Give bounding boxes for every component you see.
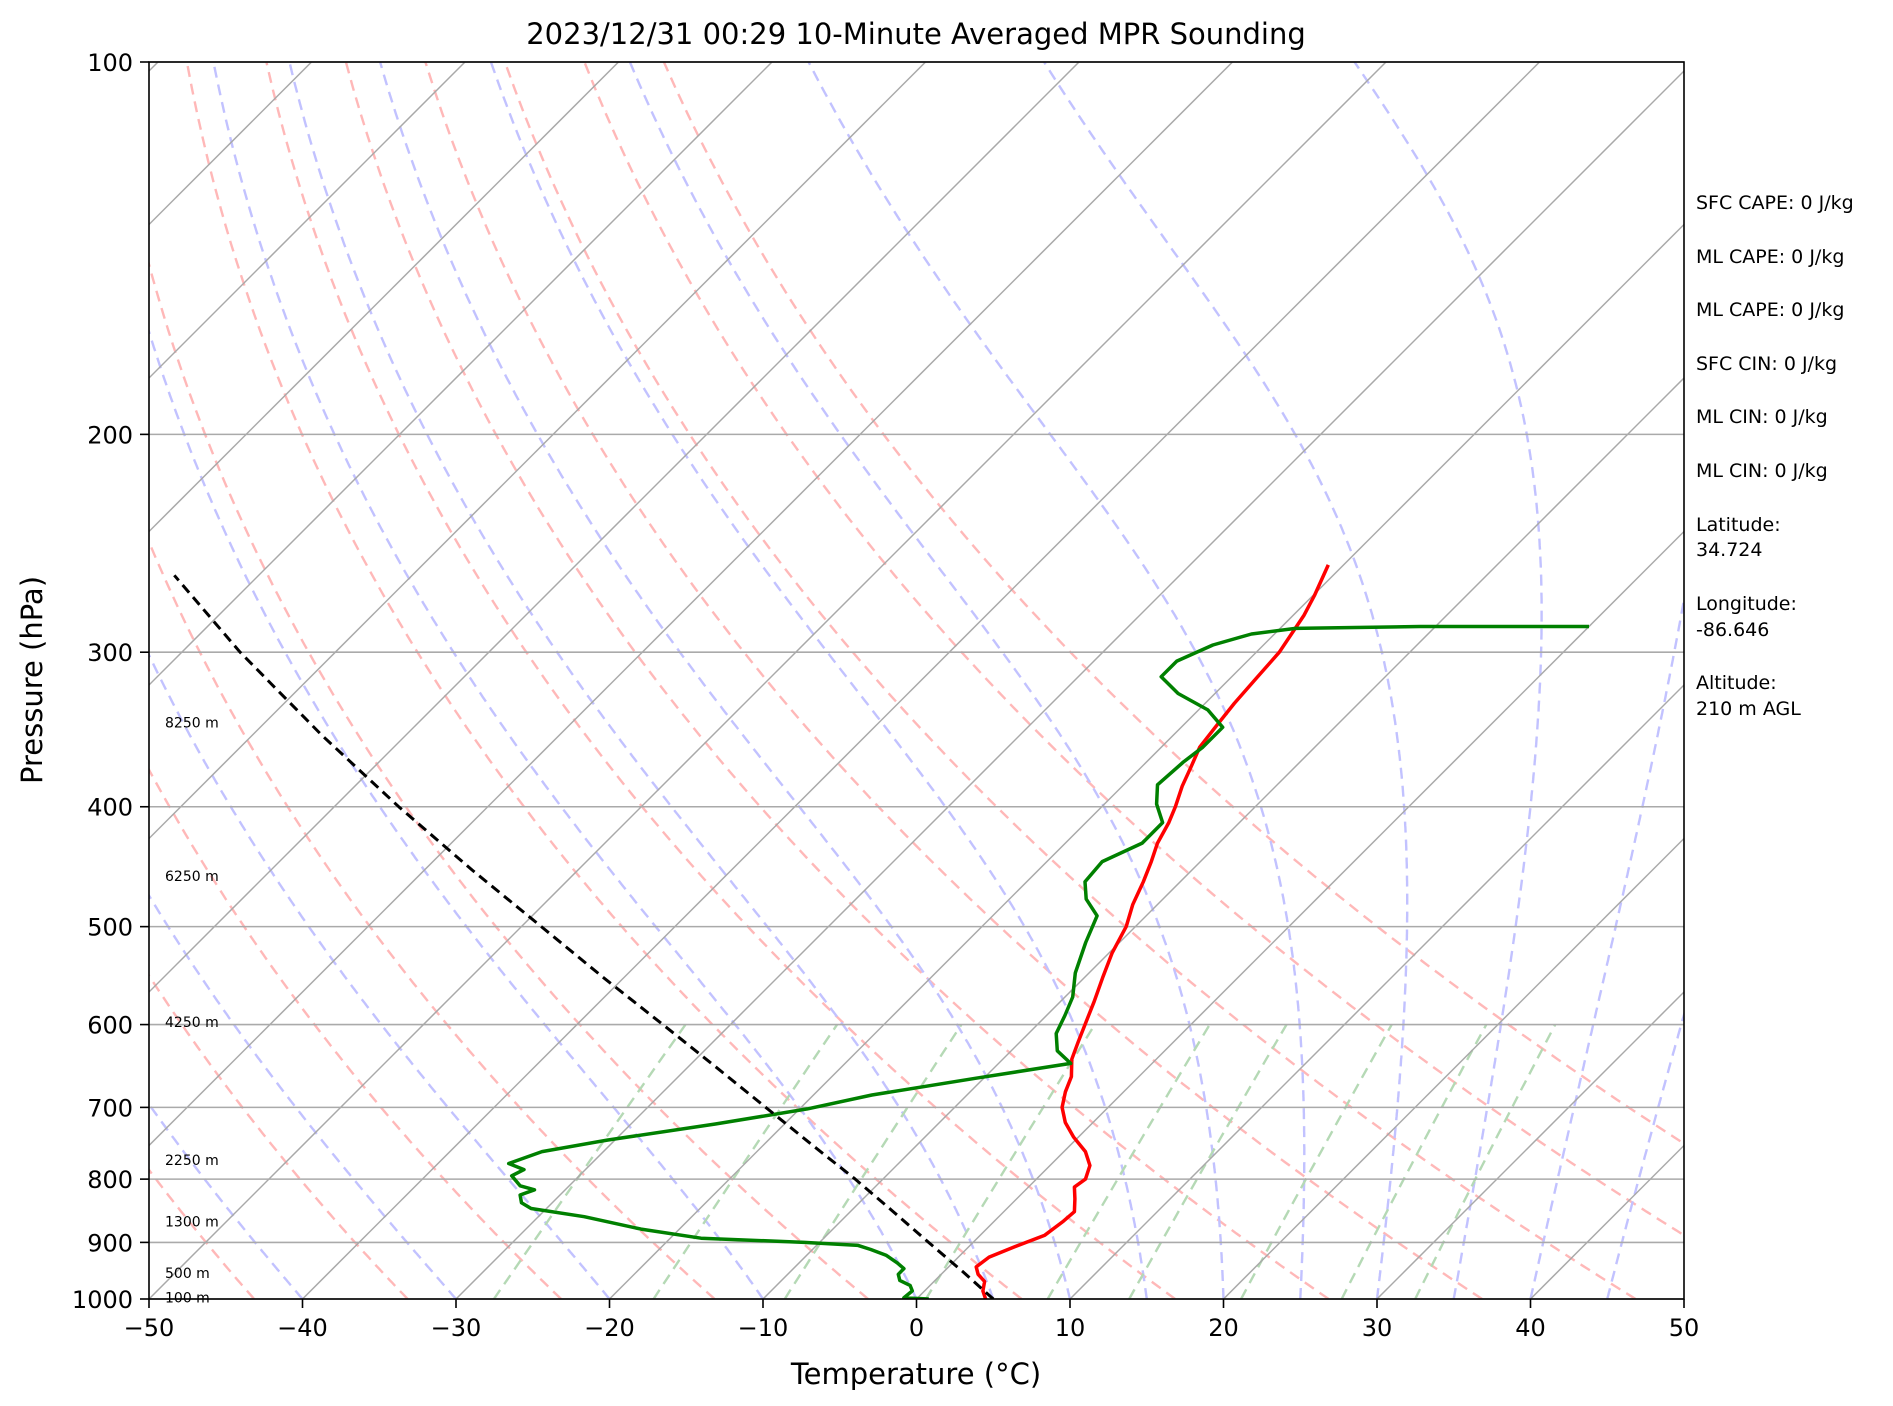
isotherm-line <box>608 223 1684 1299</box>
info-panel: SFC CAPE: 0 J/kg ML CAPE: 0 J/kg ML CAPE… <box>1696 192 1854 720</box>
y-tick-label: 200 <box>87 421 133 449</box>
height-label: 2250 m <box>165 1153 219 1169</box>
x-tick-label: −20 <box>584 1314 635 1342</box>
moist-adiabat <box>149 1102 304 1299</box>
y-tick-label: 400 <box>87 794 133 822</box>
ml-cape-text: ML CAPE: 0 J/kg <box>1696 246 1844 268</box>
moist-adiabat <box>378 62 1072 1299</box>
isotherm-line <box>1069 683 1684 1299</box>
mixing-ratio-line <box>652 1023 839 1299</box>
x-tick-label: −10 <box>738 1314 789 1342</box>
moist-adiabat <box>212 62 918 1299</box>
dry-adiabat <box>185 62 1023 1299</box>
moist-adiabat <box>149 652 611 1299</box>
moist-adiabat <box>288 62 995 1299</box>
ml-cape-text-2: ML CAPE: 0 J/kg <box>1696 299 1844 321</box>
dry-adiabat <box>662 62 1684 1146</box>
y-tick-label: 700 <box>87 1094 133 1122</box>
y-tick-label: 100 <box>87 49 133 77</box>
y-tick-label: 500 <box>87 914 133 942</box>
isotherm-line <box>149 62 773 687</box>
longitude-value: -86.646 <box>1696 619 1769 641</box>
mixing-ratio-line <box>924 1023 1096 1299</box>
parcel-path-line <box>173 574 995 1299</box>
moist-adiabat <box>1529 592 1684 1299</box>
x-tick-label: −30 <box>431 1314 482 1342</box>
moist-adiabat <box>1606 1010 1684 1299</box>
y-tick-label: 300 <box>87 639 133 667</box>
isotherm-line <box>149 62 927 840</box>
x-tick-label: 50 <box>1669 1314 1700 1342</box>
mixing-ratio-line <box>1046 1023 1211 1299</box>
ml-cin-text: ML CIN: 0 J/kg <box>1696 406 1828 428</box>
sfc-cape-text: SFC CAPE: 0 J/kg <box>1696 192 1854 214</box>
dry-adiabat <box>149 259 869 1299</box>
isotherm-line <box>301 62 1541 1299</box>
x-tick-label: −50 <box>124 1314 175 1342</box>
height-label: 8250 m <box>165 716 219 732</box>
chart-title: 2023/12/31 00:29 10-Minute Averaged MPR … <box>526 17 1306 51</box>
isotherm-line <box>1376 990 1684 1299</box>
x-axis: −50 −40 −30 −20 −10 0 10 20 30 40 50 <box>124 1299 1700 1342</box>
mixing-ratio-line <box>1128 1023 1288 1299</box>
isotherm-line <box>915 530 1684 1299</box>
mixing-ratio-line <box>783 1023 963 1299</box>
isotherm-line <box>149 62 466 380</box>
height-label: 100 m <box>165 1290 210 1306</box>
y-tick-label: 800 <box>87 1166 133 1194</box>
moist-adiabat <box>628 62 1225 1299</box>
dewpoint-line <box>506 624 1589 1299</box>
x-tick-label: 0 <box>909 1314 924 1342</box>
y-tick-label: 600 <box>87 1012 133 1040</box>
dry-adiabat <box>149 538 716 1299</box>
moist-adiabat <box>1353 62 1543 1299</box>
isotherm-line <box>149 62 620 533</box>
dry-adiabat <box>503 62 1637 1299</box>
y-axis: 100 200 300 400 500 600 700 800 900 1000 <box>72 49 149 1314</box>
isotherm-line <box>455 69 1684 1299</box>
dry-adiabat <box>424 62 1483 1299</box>
height-label: 500 m <box>165 1266 210 1282</box>
moist-adiabat <box>807 62 1306 1299</box>
isotherm-line <box>1222 837 1684 1299</box>
dry-adiabat <box>344 62 1330 1299</box>
background-lines <box>149 62 1684 1299</box>
moist-adiabat <box>149 893 457 1299</box>
isotherm-line <box>762 376 1684 1299</box>
x-tick-label: −40 <box>277 1314 328 1342</box>
height-labels: 100 m 500 m 1300 m 2250 m 4250 m 6250 m 8250 m <box>165 716 219 1307</box>
temperature-line <box>974 564 1330 1299</box>
isotherm-line <box>149 62 1387 1299</box>
altitude-value: 210 m AGL <box>1696 698 1801 720</box>
height-label: 1300 m <box>165 1215 219 1231</box>
longitude-label: Longitude: <box>1696 593 1797 615</box>
altitude-label: Altitude: <box>1696 672 1777 694</box>
moist-adiabat <box>149 327 765 1299</box>
pressure-gridlines <box>149 61 1684 1300</box>
ml-cin-text-2: ML CIN: 0 J/kg <box>1696 460 1828 482</box>
dry-adiabat <box>149 973 409 1299</box>
y-tick-label: 900 <box>87 1229 133 1257</box>
x-tick-label: 30 <box>1362 1314 1393 1342</box>
y-tick-label: 1000 <box>72 1286 133 1314</box>
x-axis-title: Temperature (°C) <box>790 1357 1041 1391</box>
sounding-lines <box>173 564 1589 1299</box>
x-tick-label: 10 <box>1055 1314 1086 1342</box>
x-tick-label: 20 <box>1208 1314 1239 1342</box>
latitude-label: Latitude: <box>1696 514 1781 536</box>
dry-adiabat <box>149 1167 256 1299</box>
y-axis-title: Pressure (hPa) <box>15 576 49 784</box>
height-label: 6250 m <box>165 869 219 885</box>
dry-adiabat <box>265 62 1176 1299</box>
height-label: 4250 m <box>165 1015 219 1031</box>
latitude-value: 34.724 <box>1696 539 1762 561</box>
sfc-cin-text: SFC CIN: 0 J/kg <box>1696 353 1837 375</box>
moist-adiabat <box>489 62 1148 1299</box>
isotherm-line <box>149 62 1234 1147</box>
x-tick-label: 40 <box>1515 1314 1546 1342</box>
dry-adiabat <box>583 62 1684 1237</box>
isotherm-line <box>149 62 1080 994</box>
